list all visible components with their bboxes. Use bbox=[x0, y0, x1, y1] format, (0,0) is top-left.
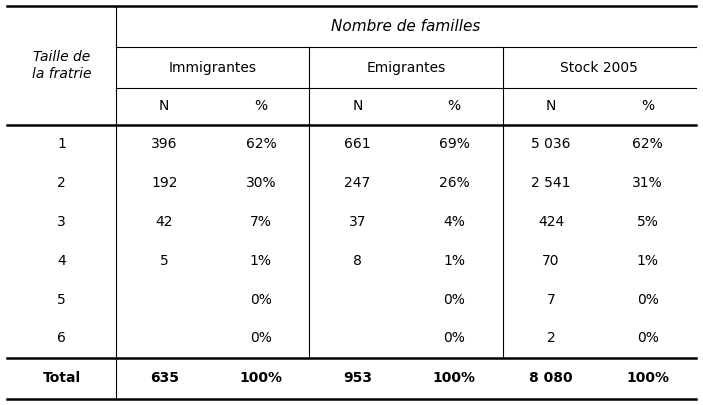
Text: 4: 4 bbox=[57, 254, 66, 268]
Text: 30%: 30% bbox=[245, 176, 276, 190]
Text: 7%: 7% bbox=[250, 215, 272, 229]
Text: 247: 247 bbox=[344, 176, 370, 190]
Text: 8 080: 8 080 bbox=[529, 371, 573, 386]
Text: 192: 192 bbox=[151, 176, 177, 190]
Text: %: % bbox=[448, 100, 461, 113]
Text: Stock 2005: Stock 2005 bbox=[560, 61, 638, 75]
Text: Total: Total bbox=[42, 371, 81, 386]
Text: 100%: 100% bbox=[626, 371, 669, 386]
Text: 1%: 1% bbox=[637, 254, 659, 268]
Text: 953: 953 bbox=[343, 371, 372, 386]
Text: 62%: 62% bbox=[245, 137, 276, 151]
Text: 69%: 69% bbox=[439, 137, 470, 151]
Text: Taille de
la fratrie: Taille de la fratrie bbox=[32, 50, 91, 81]
Text: 100%: 100% bbox=[240, 371, 283, 386]
Text: 100%: 100% bbox=[433, 371, 476, 386]
Text: 5: 5 bbox=[160, 254, 169, 268]
Text: 37: 37 bbox=[349, 215, 366, 229]
Text: 0%: 0% bbox=[250, 331, 272, 345]
Text: %: % bbox=[254, 100, 267, 113]
Text: 0%: 0% bbox=[444, 293, 465, 307]
Text: 5: 5 bbox=[57, 293, 66, 307]
Text: 1%: 1% bbox=[250, 254, 272, 268]
Text: 3: 3 bbox=[57, 215, 66, 229]
Text: 4%: 4% bbox=[444, 215, 465, 229]
Text: N: N bbox=[159, 100, 169, 113]
Text: Emigrantes: Emigrantes bbox=[366, 61, 446, 75]
Text: 2: 2 bbox=[546, 331, 555, 345]
Text: 0%: 0% bbox=[444, 331, 465, 345]
Text: N: N bbox=[352, 100, 363, 113]
Text: 6: 6 bbox=[57, 331, 66, 345]
Text: 424: 424 bbox=[538, 215, 564, 229]
Text: 8: 8 bbox=[353, 254, 362, 268]
Text: 5 036: 5 036 bbox=[531, 137, 571, 151]
Text: 2: 2 bbox=[57, 176, 66, 190]
Text: 26%: 26% bbox=[439, 176, 470, 190]
Text: 635: 635 bbox=[150, 371, 179, 386]
Text: 0%: 0% bbox=[637, 331, 659, 345]
Text: 2 541: 2 541 bbox=[531, 176, 571, 190]
Text: 7: 7 bbox=[546, 293, 555, 307]
Text: %: % bbox=[641, 100, 654, 113]
Text: 42: 42 bbox=[155, 215, 173, 229]
Text: N: N bbox=[546, 100, 556, 113]
Text: 70: 70 bbox=[542, 254, 560, 268]
Text: Nombre de familles: Nombre de familles bbox=[331, 19, 481, 34]
Text: 661: 661 bbox=[344, 137, 371, 151]
Text: 31%: 31% bbox=[632, 176, 663, 190]
Text: 1: 1 bbox=[57, 137, 66, 151]
Text: 62%: 62% bbox=[632, 137, 663, 151]
Text: 396: 396 bbox=[151, 137, 177, 151]
Text: 1%: 1% bbox=[444, 254, 465, 268]
Text: 0%: 0% bbox=[250, 293, 272, 307]
Text: 5%: 5% bbox=[637, 215, 659, 229]
Text: 0%: 0% bbox=[637, 293, 659, 307]
Text: Immigrantes: Immigrantes bbox=[169, 61, 257, 75]
